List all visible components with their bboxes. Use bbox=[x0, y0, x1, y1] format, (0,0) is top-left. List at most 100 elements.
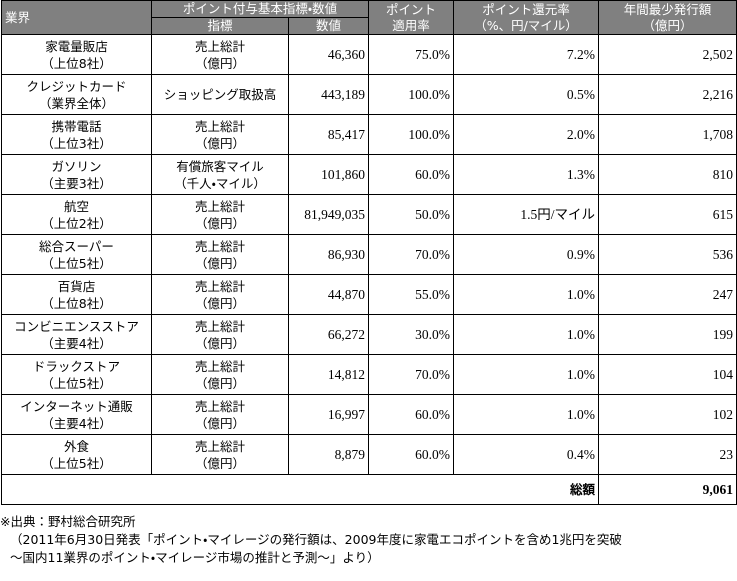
header-cell: 指標 bbox=[151, 17, 289, 35]
industry-cell: 航空 （上位2社） bbox=[1, 194, 152, 235]
table-row: ドラックストア （上位5社） 売上総計 （億円） 14,812 70.0% 1.0% 104 bbox=[1, 354, 737, 395]
value-cell: 81,949,035 bbox=[287, 194, 370, 235]
table-row: クレジットカード （業界全体） ショッピング取扱高 443,189 100.0% 0.5%… bbox=[1, 74, 737, 115]
industry-cell: ガソリン （主要3社） bbox=[1, 154, 152, 195]
table-row: ガソリン （主要3社） 有償旅客マイル （千人・マイル） 101,860 60.0% 1.3… bbox=[1, 154, 737, 195]
industry-cell: 総合スーパー （上位5社） bbox=[1, 234, 152, 275]
cell-line: （億円） bbox=[194, 295, 245, 311]
header-cell: 年間最少発行額 （億円） bbox=[598, 0, 737, 35]
cell-line: ガソリン bbox=[51, 158, 102, 174]
notes: ※出典：野村総合研究所 （2011年6月30日発表「ポイント・マイレージの発行額は… bbox=[0, 513, 737, 567]
rate-cell: 70.0% bbox=[368, 354, 455, 395]
cell-line: 携帯電話 bbox=[51, 118, 102, 134]
rate-cell: 50.0% bbox=[368, 194, 455, 235]
table-body: 家電量販店 （上位8社） 売上総計 （億円） 46,360 75.0% 7.2% 2,502 ク… bbox=[0, 34, 737, 505]
cell-line: クレジットカード bbox=[26, 78, 127, 94]
return-cell: 1.0% bbox=[453, 354, 600, 395]
cell-line: 適用率 bbox=[392, 17, 430, 33]
cell-line: 家電量販店 bbox=[45, 38, 108, 54]
cell-line: （%、円/マイル） bbox=[474, 17, 578, 33]
header-row: 業界 ポイント付与基本指標・数値 ポイント 適用率 ポイント還元率 （%、円/マイル） 年間… bbox=[1, 0, 737, 35]
cell-line: （上位8社） bbox=[41, 55, 112, 71]
industry-cell: インターネット通販 （主要4社） bbox=[1, 394, 152, 435]
cell-line: （上位5社） bbox=[41, 455, 112, 471]
cell-line: （上位5社） bbox=[41, 375, 112, 391]
rate-cell: 55.0% bbox=[368, 274, 455, 315]
cell-line: （億円） bbox=[194, 335, 245, 351]
return-cell: 2.0% bbox=[453, 114, 600, 155]
cell-line: （上位5社） bbox=[41, 255, 112, 271]
cell-line: （億円） bbox=[194, 455, 245, 471]
industry-cell: クレジットカード （業界全体） bbox=[1, 74, 152, 115]
cell-line: （億円） bbox=[194, 375, 245, 391]
amount-cell: 102 bbox=[598, 394, 737, 435]
cell-line: （業界全体） bbox=[38, 95, 114, 111]
note-line: ～国内11業界のポイント・マイレージ市場の推計と予測～」より） bbox=[10, 550, 380, 565]
note-line: ※出典：野村総合研究所 bbox=[0, 514, 136, 529]
cell-line: 売上総計 bbox=[194, 358, 245, 374]
cell-line: 有償旅客マイル bbox=[176, 158, 264, 174]
cell-line: （億円） bbox=[194, 255, 245, 271]
header-cell: 業界 bbox=[1, 0, 152, 35]
indicator-cell: ショッピング取扱高 bbox=[151, 74, 289, 115]
rate-cell: 75.0% bbox=[368, 34, 455, 75]
table-row: コンビニエンスストア （主要4社） 売上総計 （億円） 66,272 30.0% 1.0% 1… bbox=[1, 314, 737, 355]
cell-line: （億円） bbox=[194, 415, 245, 431]
header-cell: 数値 bbox=[287, 17, 370, 35]
table-row: 総合スーパー （上位5社） 売上総計 （億円） 86,930 70.0% 0.9% 536 bbox=[1, 234, 737, 275]
cell-line: 売上総計 bbox=[194, 278, 245, 294]
table-header: 業界 ポイント付与基本指標・数値 ポイント 適用率 ポイント還元率 （%、円/マイル） 年間… bbox=[1, 0, 737, 35]
return-cell: 1.0% bbox=[453, 314, 600, 355]
indicator-cell: 売上総計 （億円） bbox=[151, 314, 289, 355]
amount-cell: 23 bbox=[598, 434, 737, 475]
value-cell: 85,417 bbox=[287, 114, 370, 155]
cell-line: 売上総計 bbox=[194, 238, 245, 254]
cell-line: ポイント bbox=[386, 1, 437, 17]
cell-line: 売上総計 bbox=[194, 318, 245, 334]
cell-line: （千人・マイル） bbox=[174, 175, 266, 191]
cell-line: （上位8社） bbox=[41, 295, 112, 311]
industry-cell: ドラックストア （上位5社） bbox=[1, 354, 152, 395]
cell-line: ポイント還元率 bbox=[482, 1, 570, 17]
value-cell: 8,879 bbox=[287, 434, 370, 475]
cell-line: 売上総計 bbox=[194, 198, 245, 214]
return-cell: 0.9% bbox=[453, 234, 600, 275]
rate-cell: 30.0% bbox=[368, 314, 455, 355]
industry-cell: 百貨店 （上位8社） bbox=[1, 274, 152, 315]
header-cell: ポイント付与基本指標・数値 bbox=[150, 0, 370, 18]
value-cell: 16,997 bbox=[287, 394, 370, 435]
cell-line: 売上総計 bbox=[194, 118, 245, 134]
rate-cell: 60.0% bbox=[368, 154, 455, 195]
header-cell: ポイント還元率 （%、円/マイル） bbox=[453, 0, 600, 35]
indicator-cell: 売上総計 （億円） bbox=[151, 274, 289, 315]
return-cell: 7.2% bbox=[453, 34, 600, 75]
note-line: （2011年6月30日発表「ポイント・マイレージの発行額は、2009年度に家電エ… bbox=[10, 532, 622, 547]
amount-cell: 615 bbox=[598, 194, 737, 235]
total-row: 総額 9,061 bbox=[0, 474, 737, 505]
table-row: 携帯電話 （上位3社） 売上総計 （億円） 85,417 100.0% 2.0% 1,708 bbox=[1, 114, 737, 155]
cell-line: 外食 bbox=[63, 438, 89, 454]
rate-cell: 100.0% bbox=[368, 114, 455, 155]
table-row: 家電量販店 （上位8社） 売上総計 （億円） 46,360 75.0% 7.2% 2,502 bbox=[1, 34, 737, 75]
header-cell: ポイント 適用率 bbox=[368, 0, 455, 35]
cell-line: インターネット通販 bbox=[20, 398, 133, 414]
indicator-cell: 売上総計 （億円） bbox=[151, 34, 289, 75]
industry-cell: 外食 （上位5社） bbox=[1, 434, 152, 475]
indicator-cell: 売上総計 （億円） bbox=[151, 394, 289, 435]
indicator-cell: 売上総計 （億円） bbox=[151, 354, 289, 395]
cell-line: （上位2社） bbox=[41, 215, 112, 231]
return-cell: 1.3% bbox=[453, 154, 600, 195]
cell-line: 年間最少発行額 bbox=[623, 1, 712, 17]
header-row: 指標 数値 bbox=[2, 17, 737, 35]
table-row: 外食 （上位5社） 売上総計 （億円） 8,879 60.0% 0.4% 23 bbox=[1, 434, 737, 475]
cell-line: コンビニエンスストア bbox=[14, 318, 139, 334]
cell-line: （億円） bbox=[194, 135, 245, 151]
table-row: 百貨店 （上位8社） 売上総計 （億円） 44,870 55.0% 1.0% 247 bbox=[1, 274, 737, 315]
cell-line: （主要4社） bbox=[41, 335, 112, 351]
amount-cell: 104 bbox=[598, 354, 737, 395]
cell-line: （億円） bbox=[194, 215, 245, 231]
amount-cell: 810 bbox=[598, 154, 737, 195]
value-cell: 44,870 bbox=[287, 274, 370, 315]
return-cell: 0.4% bbox=[453, 434, 600, 475]
